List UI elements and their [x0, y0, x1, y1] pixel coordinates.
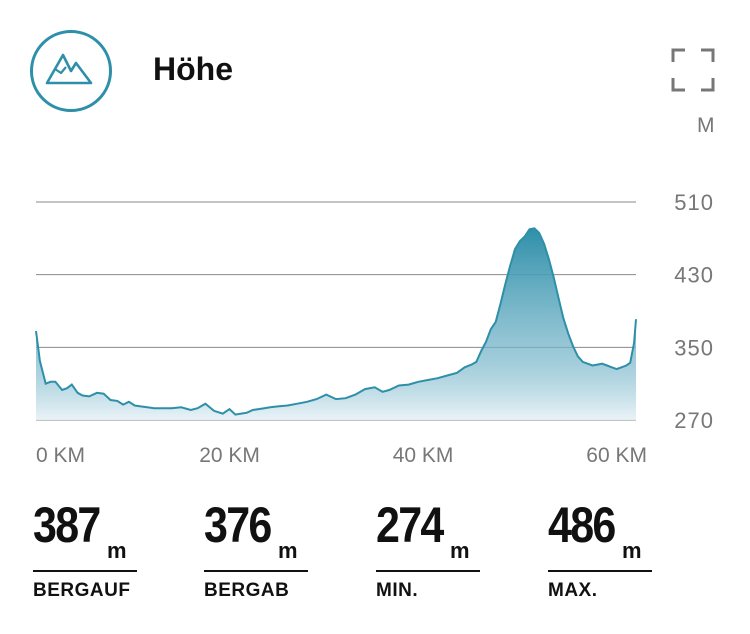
- stat-bergab: 376 m BERGAB: [204, 497, 308, 601]
- y-tick-label: 270: [674, 408, 714, 433]
- stat-label: BERGAB: [204, 580, 290, 601]
- stat-label: MAX.: [548, 580, 598, 601]
- stat-value: 274: [376, 497, 444, 553]
- stat-unit: m: [450, 538, 470, 563]
- stat-bergauf: 387 m BERGAUF: [33, 497, 137, 601]
- stat-underline: [204, 570, 308, 572]
- stat-unit: m: [622, 538, 642, 563]
- expand-button[interactable]: [671, 48, 715, 92]
- expand-icon: [671, 48, 715, 92]
- y-tick-label: 430: [674, 263, 714, 288]
- elevation-chart: 270 350 430 510 0 KM 20 KM 40 KM 60 KM: [35, 190, 714, 467]
- stat-unit: m: [107, 538, 127, 563]
- page-title: Höhe: [153, 51, 233, 87]
- stat-label: BERGAUF: [33, 580, 131, 601]
- y-unit-label: M: [697, 114, 715, 137]
- stat-value: 387: [33, 497, 101, 553]
- stat-underline: [33, 570, 137, 572]
- stat-label: MIN.: [376, 580, 419, 601]
- elevation-line: [35, 227, 637, 416]
- mountain-icon: [30, 30, 112, 112]
- stat-underline: [548, 570, 652, 572]
- stat-value: 376: [204, 497, 272, 553]
- x-tick-label: 60 KM: [586, 444, 647, 467]
- x-tick-label: 40 KM: [393, 444, 454, 467]
- stat-value: 486: [548, 497, 616, 553]
- elevation-area: [36, 228, 636, 420]
- x-tick-label: 20 KM: [199, 444, 260, 467]
- stat-min: 274 m MIN.: [376, 497, 480, 601]
- stat-max: 486 m MAX.: [548, 497, 652, 601]
- stat-underline: [376, 570, 480, 572]
- y-tick-label: 350: [674, 335, 714, 360]
- y-tick-label: 510: [674, 190, 714, 215]
- stat-unit: m: [278, 538, 298, 563]
- x-tick-label: 0 KM: [36, 444, 85, 467]
